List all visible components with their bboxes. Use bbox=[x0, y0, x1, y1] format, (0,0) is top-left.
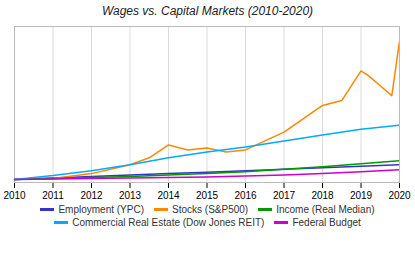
html-text:Commercial Real Estate (Dow Jo: Commercial Real Estate (Dow Jones REIT) bbox=[72, 217, 265, 228]
svg-text:2012: 2012 bbox=[80, 190, 103, 201]
svg-text:2010: 2010 bbox=[3, 190, 26, 201]
svg-text:2011: 2011 bbox=[42, 190, 64, 201]
svg-text:2013: 2013 bbox=[119, 190, 142, 201]
html-text:Wages vs. Capital Markets (201: Wages vs. Capital Markets (2010-2020) bbox=[101, 4, 314, 18]
html-text:Employment (YPC): Employment (YPC) bbox=[58, 204, 144, 215]
svg-text:2014: 2014 bbox=[157, 190, 180, 201]
svg-text:2019: 2019 bbox=[350, 190, 373, 201]
html-text:Income (Real Median): Income (Real Median) bbox=[276, 204, 375, 215]
svg-text:2015: 2015 bbox=[196, 190, 219, 201]
svg-text:2018: 2018 bbox=[311, 190, 334, 201]
svg-text:2016: 2016 bbox=[234, 190, 257, 201]
svg-text:2017: 2017 bbox=[273, 190, 296, 201]
svg-text:2020: 2020 bbox=[388, 190, 411, 201]
html-text:Stocks (S&P500): Stocks (S&P500) bbox=[172, 204, 249, 215]
html-text:Federal Budget: Federal Budget bbox=[292, 217, 361, 228]
